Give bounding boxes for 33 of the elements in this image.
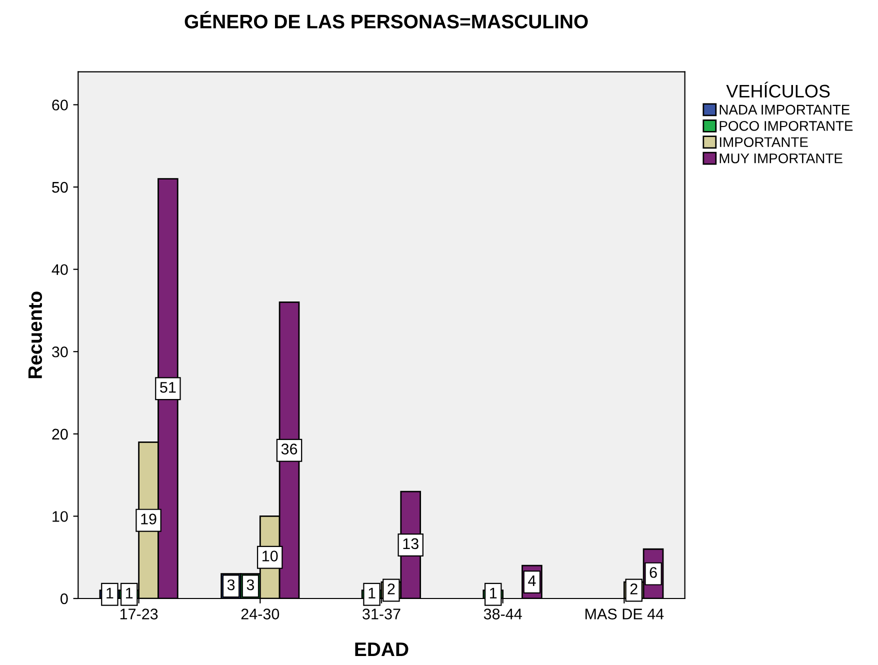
data-label: 36 [281,444,298,454]
y-tick-label: 60 [52,100,68,110]
x-tick-label: 38-44 [484,608,522,620]
data-label: 1 [126,588,133,598]
y-axis-title: Recuento [28,292,42,378]
data-label: 4 [528,575,536,586]
data-label: 10 [262,550,278,562]
y-tick-label: 50 [52,182,68,193]
x-axis-title: EDAD [355,642,408,656]
x-tick-label: 17-23 [120,608,158,620]
data-label: 13 [403,538,418,550]
legend-label: IMPORTANTE [720,137,808,148]
legend-label: NADA IMPORTANTE [720,104,850,115]
data-label: 3 [227,579,235,590]
y-tick-label: 10 [52,511,68,522]
y-tick-label: 40 [52,264,68,276]
data-label: 19 [141,514,156,524]
legend-label: MUY IMPORTANTE [720,153,842,164]
y-tick-label: 30 [52,346,68,358]
data-label: 51 [160,382,176,393]
data-label: 6 [650,567,657,578]
x-tick-label: 31-37 [362,608,400,620]
x-tick-label: MAS DE 44 [586,608,664,620]
chart-title: GÉNERO DE LAS PERSONAS=MASCULINO [184,11,588,28]
data-label: 2 [630,584,638,594]
y-tick-label: 0 [60,593,68,604]
x-tick-label: 24-30 [241,608,280,620]
data-label: 3 [246,579,254,590]
y-tick-label: 20 [52,428,68,440]
data-label: 1 [368,588,376,598]
legend-title: VEHÍCULOS [726,82,830,98]
data-label: 1 [490,588,497,598]
legend-label: POCO IMPORTANTE [720,121,853,131]
